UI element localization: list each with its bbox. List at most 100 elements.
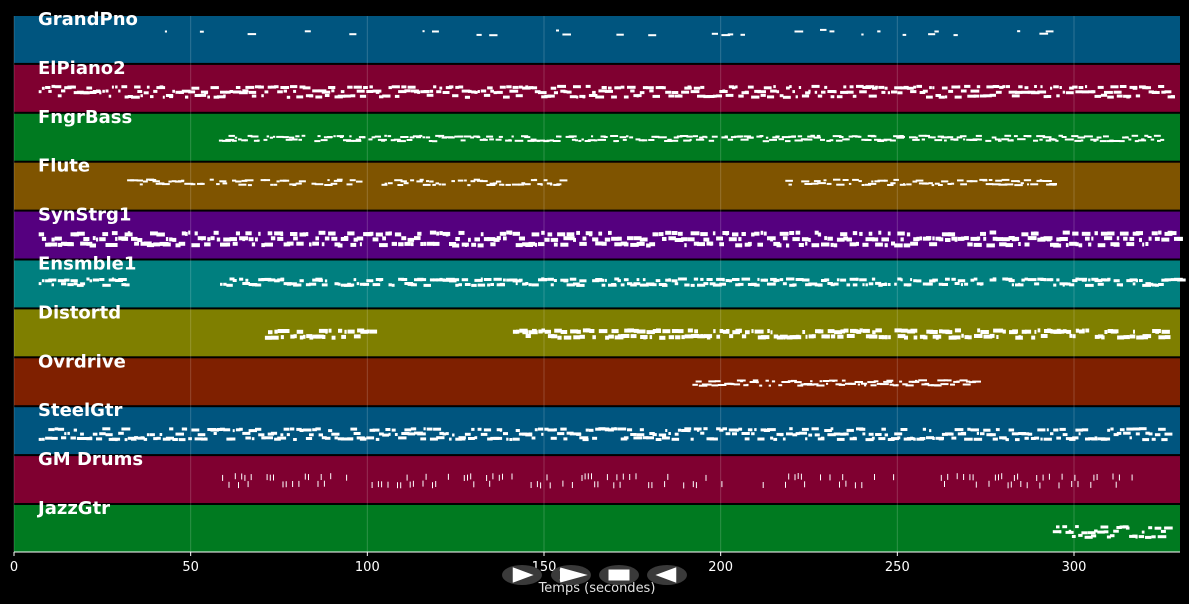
play-icon[interactable] <box>512 567 534 583</box>
note <box>1077 136 1086 139</box>
note <box>207 237 211 242</box>
note <box>711 32 718 35</box>
note <box>620 85 625 89</box>
note <box>1093 474 1095 481</box>
note <box>1021 232 1029 237</box>
note <box>385 428 391 431</box>
note <box>143 437 148 441</box>
note <box>642 86 648 90</box>
note <box>518 236 525 241</box>
note <box>239 277 244 281</box>
note <box>204 437 207 441</box>
note <box>375 232 383 237</box>
note <box>185 231 188 236</box>
note <box>1002 329 1006 334</box>
note <box>649 335 653 340</box>
note <box>698 384 708 387</box>
forward-icon[interactable] <box>559 567 588 583</box>
note <box>551 334 558 339</box>
note <box>941 180 949 183</box>
note <box>467 474 468 481</box>
note <box>821 279 827 282</box>
note <box>974 334 983 338</box>
note <box>649 242 656 247</box>
note <box>918 134 927 137</box>
note <box>976 85 981 89</box>
note <box>903 183 905 186</box>
note <box>874 138 881 141</box>
note <box>541 328 545 333</box>
note <box>218 139 223 142</box>
note <box>530 482 532 488</box>
note <box>598 278 605 282</box>
note <box>843 236 848 241</box>
note <box>327 179 330 182</box>
note <box>426 180 429 183</box>
note <box>853 329 859 334</box>
back-button[interactable] <box>647 565 687 585</box>
note <box>910 241 918 246</box>
note <box>388 231 392 236</box>
note <box>451 180 455 183</box>
track-notes <box>1052 525 1173 539</box>
note <box>1081 278 1087 282</box>
stop-icon[interactable] <box>608 569 630 581</box>
note <box>1010 481 1012 488</box>
note <box>150 95 154 99</box>
note <box>560 427 567 431</box>
note <box>811 84 820 88</box>
note <box>633 436 643 440</box>
note <box>928 182 933 185</box>
note <box>1135 432 1140 436</box>
note <box>1039 482 1041 489</box>
note <box>235 231 240 236</box>
note <box>848 182 852 185</box>
note <box>1059 427 1066 431</box>
note <box>1046 428 1049 432</box>
note <box>606 474 608 481</box>
note <box>1096 136 1102 139</box>
note <box>292 481 294 487</box>
note <box>1059 329 1065 334</box>
note <box>664 140 673 142</box>
note <box>1043 437 1052 441</box>
play-button[interactable] <box>502 565 542 585</box>
note <box>521 182 526 185</box>
note <box>895 384 899 387</box>
note <box>374 135 381 138</box>
track-notes <box>38 84 1175 99</box>
note <box>789 427 793 431</box>
note <box>563 236 572 241</box>
track-label: Ovrdrive <box>38 351 126 372</box>
note <box>635 473 637 480</box>
note <box>608 86 612 90</box>
note <box>401 85 407 89</box>
note <box>439 231 443 236</box>
note <box>829 474 831 481</box>
note <box>899 135 904 137</box>
note <box>934 30 939 33</box>
track-notes <box>264 328 1171 340</box>
note <box>1034 231 1038 236</box>
note <box>1020 182 1024 185</box>
note <box>67 283 74 287</box>
note <box>973 437 983 441</box>
note <box>654 135 658 138</box>
note <box>320 139 328 142</box>
note <box>1062 90 1066 94</box>
note <box>875 328 882 333</box>
note <box>194 437 203 441</box>
note <box>824 278 830 282</box>
note <box>223 282 227 286</box>
stop-button[interactable] <box>599 565 639 585</box>
forward-button[interactable] <box>551 565 591 585</box>
note <box>480 89 487 93</box>
note <box>489 480 491 487</box>
note <box>1158 335 1166 340</box>
note <box>948 89 954 93</box>
back-icon[interactable] <box>655 567 677 583</box>
note <box>870 384 877 387</box>
note <box>312 89 320 93</box>
note <box>972 380 981 383</box>
note <box>1145 431 1150 435</box>
